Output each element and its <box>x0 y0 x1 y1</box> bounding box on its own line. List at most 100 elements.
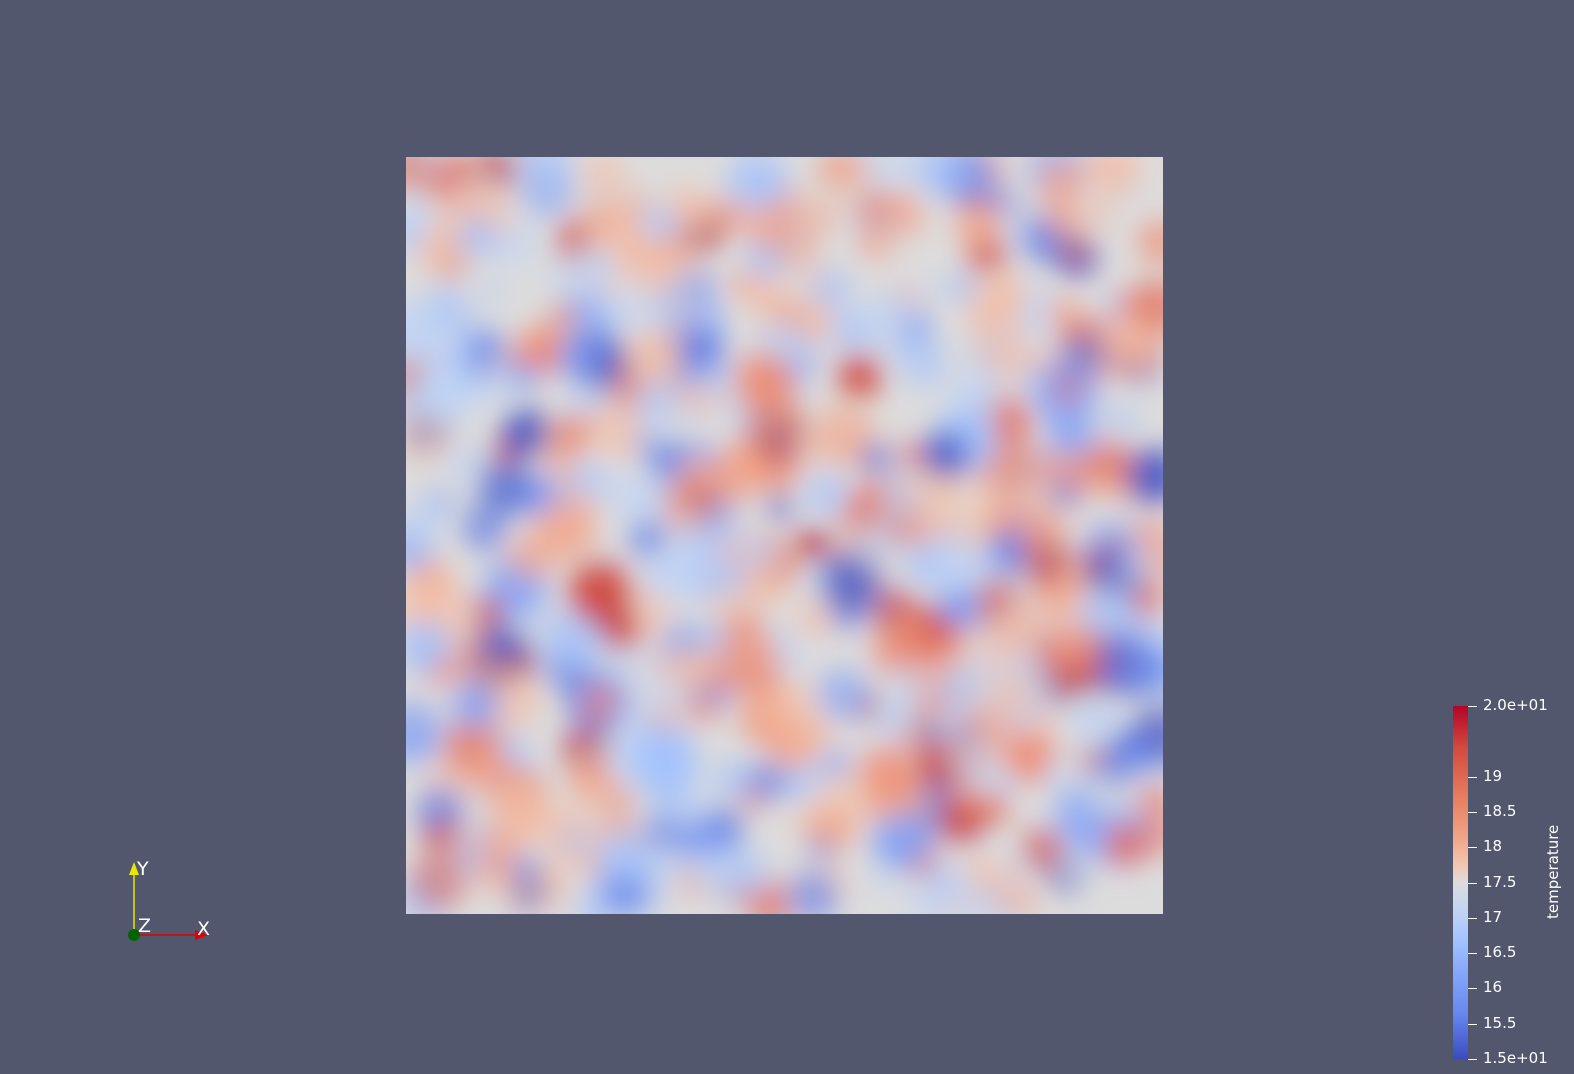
field-blob <box>658 270 720 332</box>
field-blob <box>819 768 875 823</box>
field-blob <box>557 824 588 855</box>
field-blob <box>526 866 571 910</box>
field-blob <box>788 871 839 914</box>
field-blob <box>954 721 979 746</box>
field-blob <box>907 876 960 914</box>
field-blob <box>853 187 893 228</box>
field-blob <box>409 852 468 911</box>
field-blob <box>897 443 923 469</box>
field-blob <box>597 825 660 887</box>
field-blob <box>727 157 788 212</box>
y-axis-label: Y <box>137 858 149 880</box>
colorbar-tick-label: 16 <box>1483 978 1503 996</box>
field-blob <box>738 540 762 565</box>
field-blob <box>716 441 767 492</box>
field-blob <box>1059 236 1089 265</box>
field-blob <box>551 436 577 462</box>
field-blob <box>482 281 504 303</box>
field-blob <box>981 668 1036 724</box>
field-blob <box>476 157 520 190</box>
colorbar-tick <box>1468 918 1477 919</box>
field-blob <box>713 760 751 798</box>
field-blob <box>962 854 998 890</box>
field-blob <box>650 442 687 480</box>
colorbar-tick-label: 16.5 <box>1483 943 1517 961</box>
field-blob <box>799 529 829 560</box>
field-blob <box>692 855 724 886</box>
field-blob <box>949 737 1004 793</box>
field-blob <box>1141 785 1163 815</box>
field-blob <box>1083 157 1140 196</box>
temperature-field-plane[interactable] <box>406 157 1163 914</box>
field-blob <box>1126 448 1163 505</box>
field-blob <box>808 197 840 228</box>
scalar-colorbar[interactable] <box>1453 706 1468 1059</box>
field-blob <box>620 706 649 735</box>
field-blob <box>406 620 451 674</box>
field-blob <box>1062 332 1107 377</box>
field-blob <box>620 476 680 536</box>
field-blob <box>501 408 551 458</box>
field-blob <box>560 723 613 776</box>
field-blob <box>439 826 467 854</box>
field-blob <box>1022 826 1066 871</box>
field-blob <box>583 157 625 191</box>
field-blob <box>407 732 430 756</box>
field-blob <box>477 333 507 363</box>
colorbar-tick-label: 15.5 <box>1483 1014 1517 1032</box>
field-blob <box>858 225 892 260</box>
field-blob <box>708 848 768 908</box>
field-blob <box>406 300 441 364</box>
field-blob <box>477 459 532 514</box>
field-blob <box>1096 635 1159 698</box>
field-blob <box>922 276 946 300</box>
field-blob <box>406 408 453 462</box>
field-blob <box>829 310 869 351</box>
field-blob <box>585 400 644 459</box>
field-blob <box>820 550 881 612</box>
field-blob <box>1106 405 1139 438</box>
field-blob <box>979 273 1027 322</box>
field-blob <box>1009 514 1031 536</box>
axes-triad <box>128 862 208 941</box>
field-blob <box>1039 182 1062 204</box>
field-blob <box>936 678 964 706</box>
field-blob <box>689 696 717 723</box>
field-blob <box>515 157 572 188</box>
field-blob <box>746 209 781 244</box>
field-blob <box>469 750 507 788</box>
field-blob <box>1084 440 1134 490</box>
field-blob <box>681 438 702 459</box>
field-blob <box>568 560 632 624</box>
field-blob <box>804 471 850 517</box>
field-blob <box>870 870 892 892</box>
field-blob <box>838 354 882 398</box>
field-blob <box>496 876 521 901</box>
colorbar-tick <box>1468 847 1477 848</box>
field-blob <box>1145 620 1163 648</box>
field-blob <box>729 270 758 300</box>
field-blob <box>1052 481 1078 507</box>
field-blob <box>809 268 854 312</box>
field-blob <box>781 764 817 800</box>
field-blob <box>978 792 1009 823</box>
field-blob <box>486 778 551 843</box>
z-axis-dot <box>128 929 140 941</box>
field-blob <box>868 289 914 335</box>
field-blob <box>452 680 500 729</box>
field-blob <box>936 797 984 845</box>
field-blob <box>555 339 594 377</box>
field-blob <box>1047 412 1096 460</box>
colorbar-tick-label: 17 <box>1483 908 1503 926</box>
field-blob <box>572 245 617 290</box>
field-blob <box>676 518 713 555</box>
field-blob <box>642 545 696 599</box>
field-blob <box>626 329 684 386</box>
orientation-axes-widget: Y Z X <box>120 855 230 955</box>
field-blob <box>750 278 788 316</box>
field-blob <box>827 159 856 188</box>
field-blob <box>990 532 1023 565</box>
field-blob <box>634 738 698 801</box>
field-blob <box>655 213 680 238</box>
